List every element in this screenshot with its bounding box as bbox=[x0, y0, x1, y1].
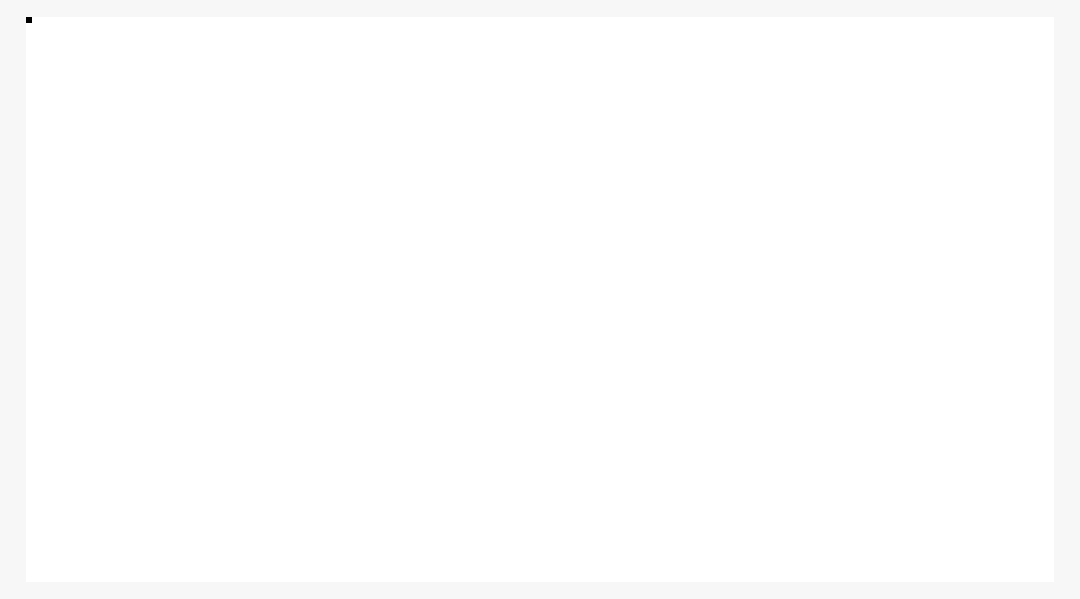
company2-box bbox=[26, 17, 32, 23]
diagram-canvas bbox=[26, 17, 1054, 582]
edges-layer bbox=[26, 17, 1054, 582]
